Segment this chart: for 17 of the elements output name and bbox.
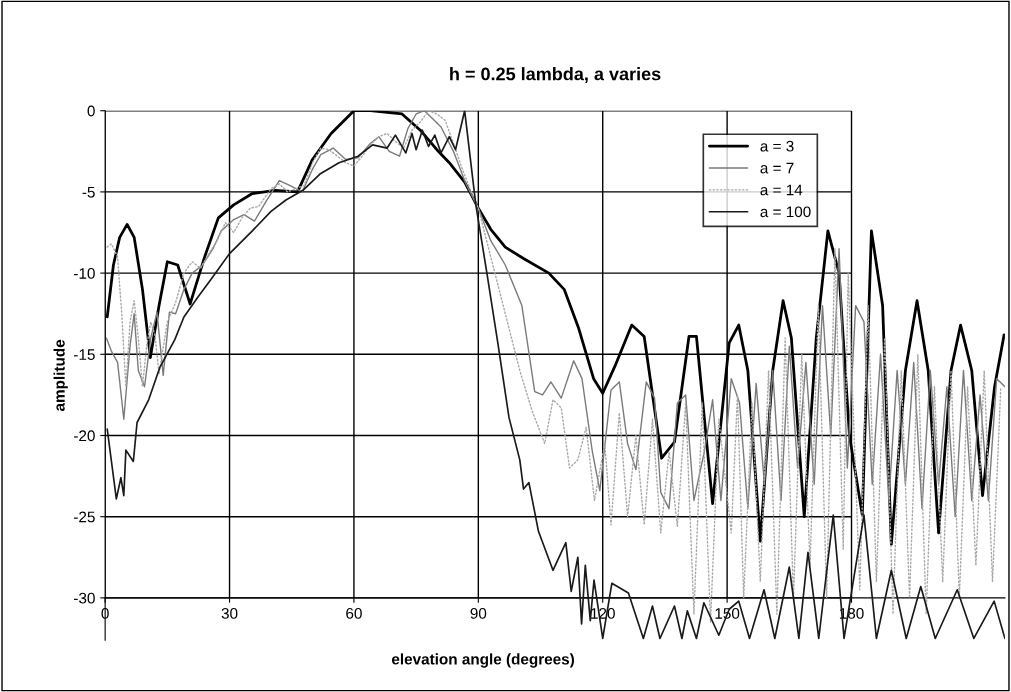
y-tick-label: -20 bbox=[74, 430, 95, 442]
x-tick-label: 30 bbox=[221, 608, 238, 619]
y-tick-label: -25 bbox=[74, 511, 95, 523]
x-tick-label: 60 bbox=[346, 608, 362, 619]
legend-label: a = 100 bbox=[760, 206, 811, 218]
legend-label: a = 3 bbox=[760, 140, 794, 152]
y-tick-label: -5 bbox=[82, 186, 95, 198]
chart-title: h = 0.25 lambda, a varies bbox=[450, 67, 661, 83]
y-tick-label: -10 bbox=[74, 267, 95, 279]
legend-label: a = 14 bbox=[760, 184, 803, 196]
y-tick-label: 0 bbox=[87, 105, 95, 117]
y-tick-label: -15 bbox=[74, 349, 95, 360]
x-tick-label: 90 bbox=[470, 608, 487, 619]
legend-label: a = 7 bbox=[760, 162, 794, 174]
y-axis-title: amplitude bbox=[53, 339, 68, 412]
y-tick-label: -30 bbox=[74, 592, 95, 604]
x-axis-title: elevation angle (degrees) bbox=[391, 653, 574, 668]
